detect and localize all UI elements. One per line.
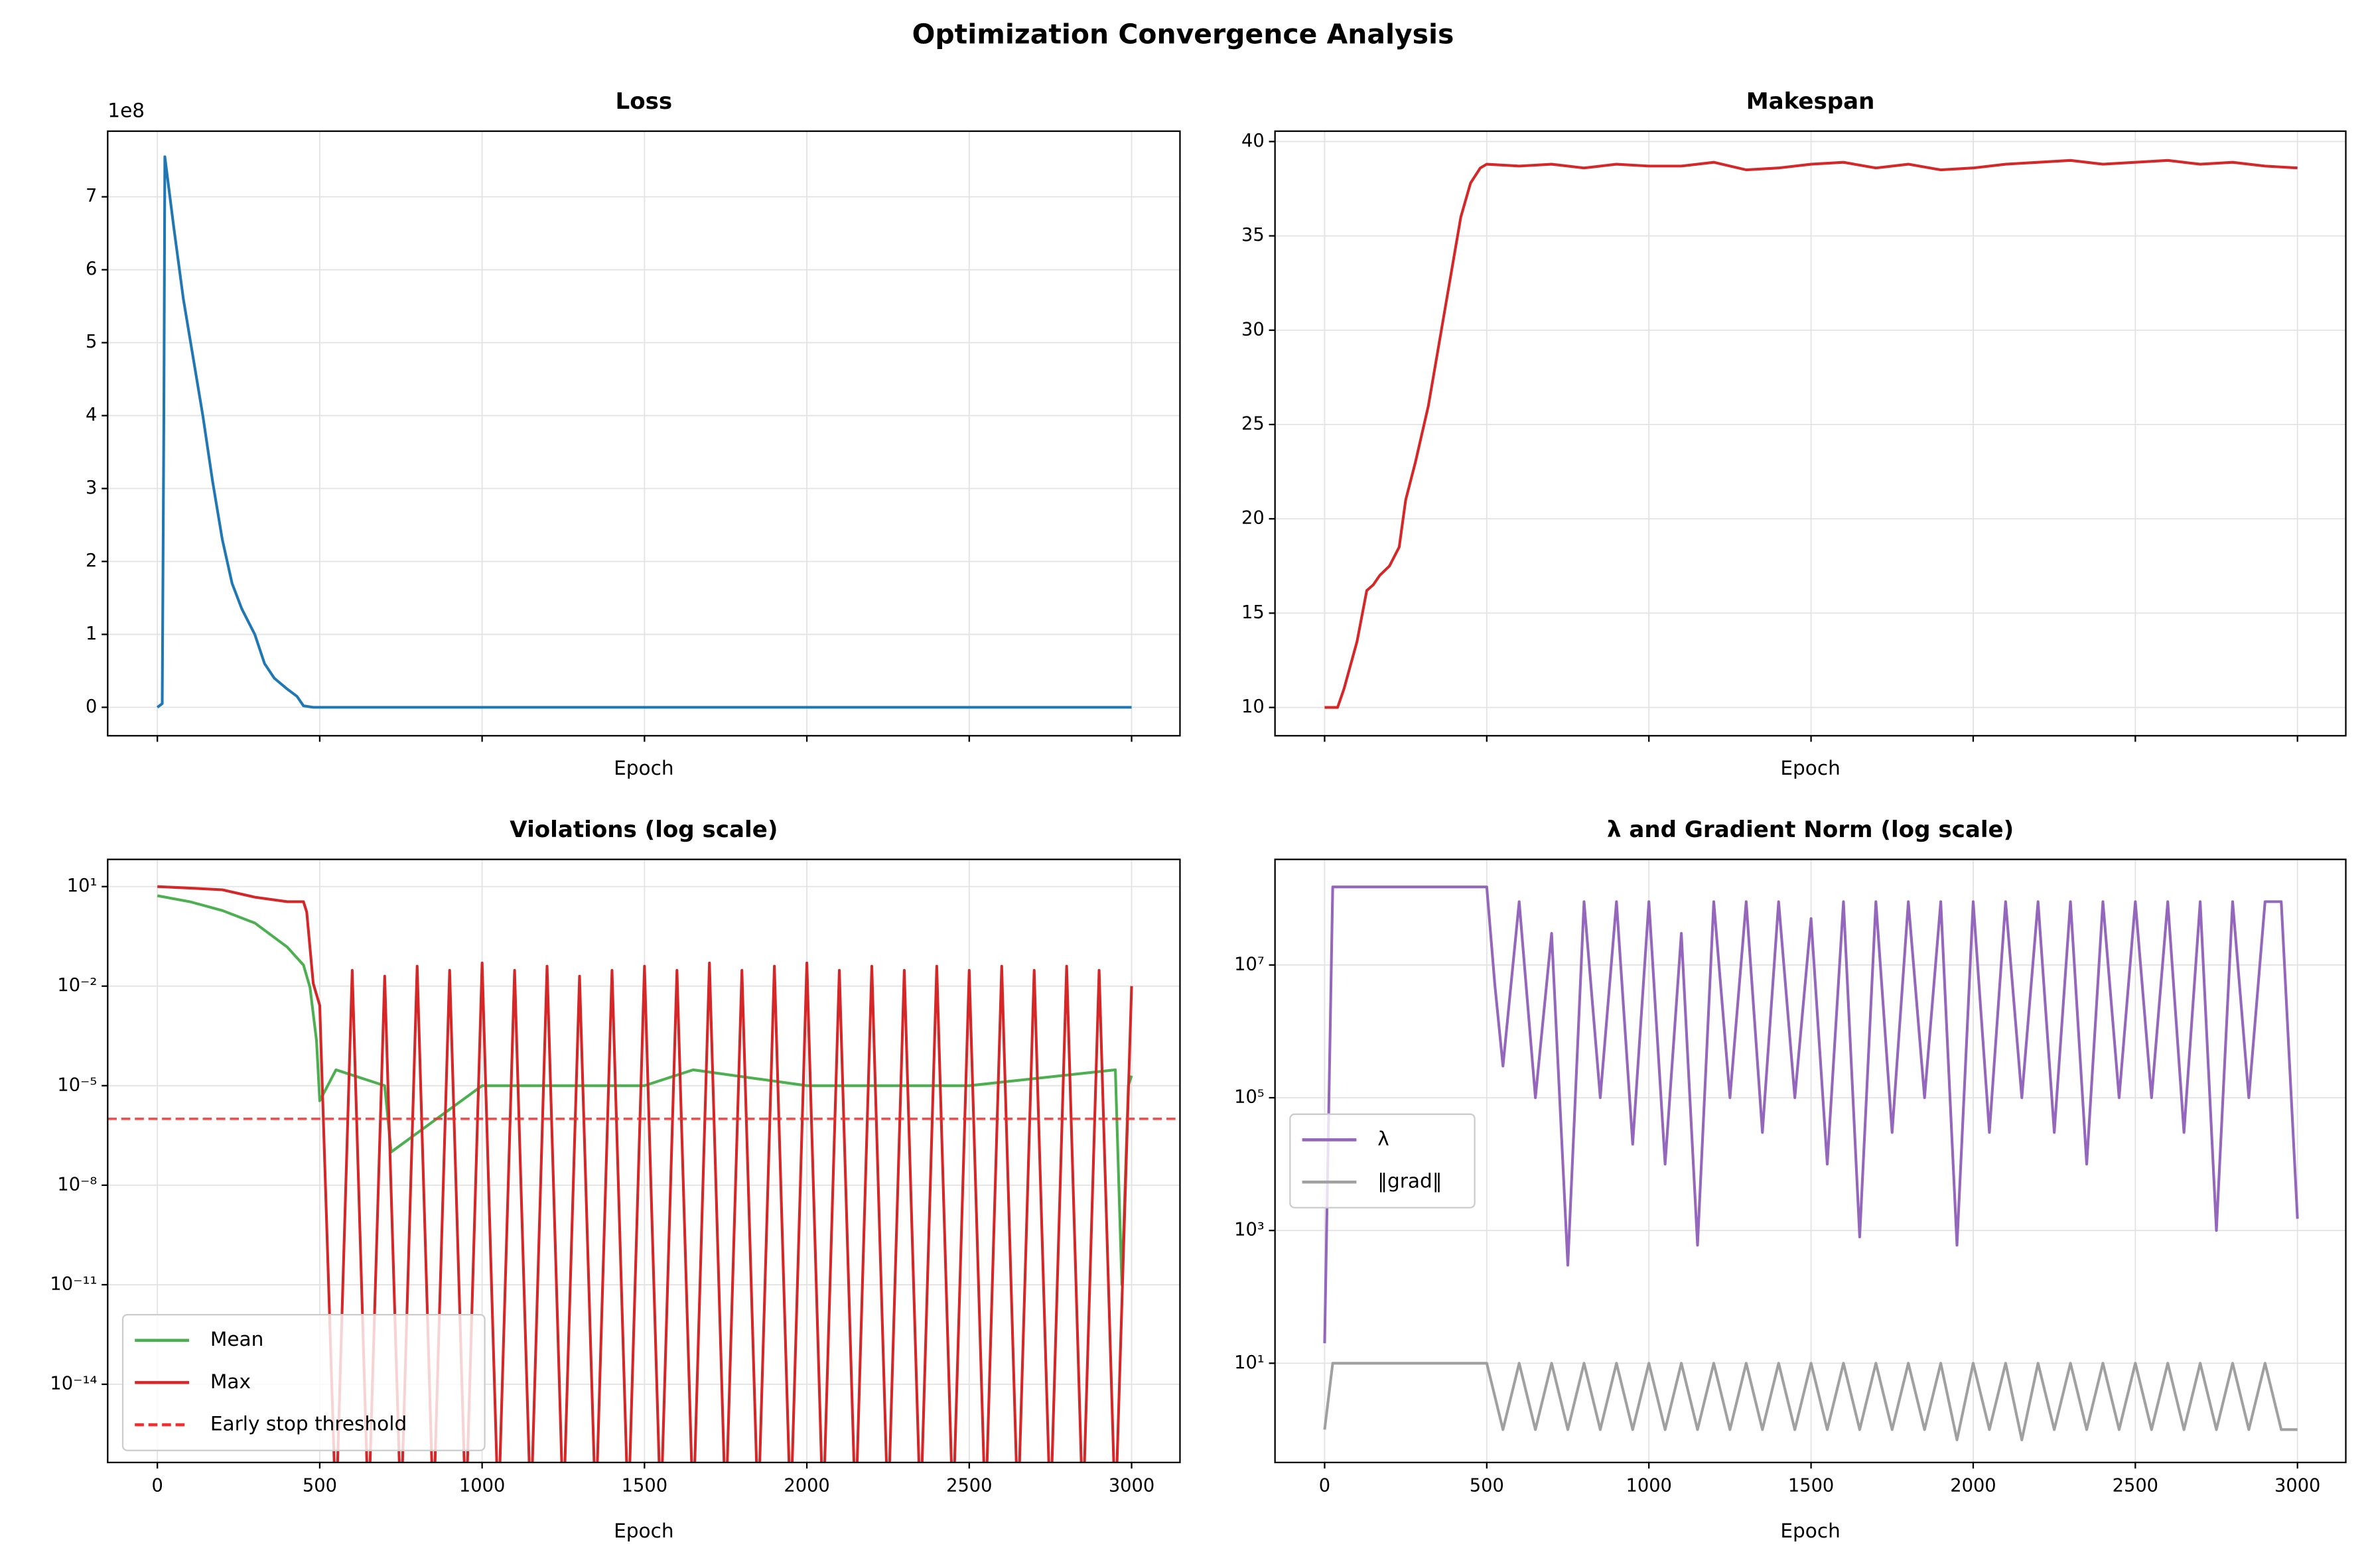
y-tick-label: 2 (86, 551, 97, 571)
y-tick-label: 10⁻⁵ (57, 1075, 97, 1095)
plot-area (1323, 885, 2299, 1441)
y-tick-label: 10³ (1234, 1220, 1265, 1240)
x-tick-label: 1000 (1626, 1476, 1672, 1496)
y-tick-label: 20 (1241, 508, 1265, 529)
y-tick-label: 10⁻¹⁴ (50, 1374, 97, 1394)
panel: Loss Epoch 1e8 0 1 2 3 4 5 6 7 (86, 88, 1181, 779)
legend-label: Early stop threshold (210, 1413, 407, 1435)
x-tick-label: 500 (1470, 1476, 1504, 1496)
y-tick-label: 1 (86, 623, 97, 644)
axes-frame (107, 130, 1181, 737)
y-tick-label: 30 (1241, 319, 1265, 340)
legend-box (1289, 1113, 1476, 1209)
x-tick-label: 0 (1319, 1476, 1330, 1496)
y-tick-label: 10⁷ (1234, 954, 1265, 974)
axes-frame (107, 858, 1181, 1464)
y-tick-label: 25 (1241, 414, 1265, 434)
series-line (157, 894, 1133, 1286)
x-tick-label: 2500 (946, 1476, 992, 1496)
y-tick-label: 10¹ (67, 876, 98, 896)
series-line (157, 885, 1133, 1463)
y-tick-label: 4 (86, 405, 97, 425)
x-tick-label: 2000 (1950, 1476, 1996, 1496)
x-tick-label: 3000 (2274, 1476, 2320, 1496)
plot-area (107, 885, 1180, 1463)
panel: Makespan Epoch 10 15 20 25 30 35 40 (1241, 88, 2347, 779)
axes-frame (1274, 130, 2347, 737)
axes-frame (1274, 858, 2347, 1464)
y-tick-label: 35 (1241, 225, 1265, 245)
series-line (1324, 159, 2298, 709)
y-offset-label: 1e8 (107, 99, 145, 122)
x-tick-label: 1000 (459, 1476, 505, 1496)
x-axis-label: Epoch (614, 1520, 673, 1542)
figure-title: Optimization Convergence Analysis (912, 19, 1454, 50)
legend-label: λ (1377, 1128, 1389, 1150)
panel-title: Loss (616, 88, 673, 115)
legend-box (121, 1313, 486, 1451)
series-line (1323, 885, 2299, 1344)
y-tick-label: 5 (86, 332, 97, 352)
x-tick-label: 1500 (1788, 1476, 1834, 1496)
legend: Mean Max Early stop threshold (121, 1313, 486, 1451)
panel: λ and Gradient Norm (log scale) Epoch 0 500… (1234, 817, 2347, 1542)
y-tick-label: 10 (1241, 696, 1265, 717)
x-tick-label: 2500 (2113, 1476, 2158, 1496)
y-tick-label: 10⁻¹¹ (50, 1274, 97, 1294)
panel: Violations (log scale) Epoch 0 500 1000 1500 2… (50, 817, 1181, 1542)
x-axis-label: Epoch (1780, 1520, 1840, 1542)
legend-label: Mean (210, 1328, 264, 1350)
panel-title: Makespan (1746, 88, 1875, 115)
y-tick-label: 10⁵ (1234, 1087, 1265, 1108)
legend: λ ‖grad‖ (1289, 1113, 1476, 1209)
legend-label: Max (210, 1370, 251, 1393)
x-axis-label: Epoch (614, 757, 673, 779)
x-tick-label: 2000 (784, 1476, 829, 1496)
plot-area (1324, 159, 2298, 709)
y-tick-label: 40 (1241, 131, 1265, 151)
y-tick-label: 10⁻⁸ (57, 1174, 97, 1195)
y-tick-label: 3 (86, 478, 97, 498)
series-line (156, 155, 1132, 709)
x-tick-label: 500 (303, 1476, 337, 1496)
y-tick-label: 15 (1241, 602, 1265, 623)
x-tick-label: 1500 (622, 1476, 667, 1496)
x-axis-label: Epoch (1780, 757, 1840, 779)
x-tick-label: 0 (152, 1476, 163, 1496)
y-tick-label: 7 (86, 186, 97, 206)
panel-title: Violations (log scale) (510, 817, 778, 843)
series-line (1323, 1362, 2298, 1441)
y-tick-label: 6 (86, 259, 97, 279)
y-tick-label: 10¹ (1234, 1352, 1265, 1373)
legend-label: ‖grad‖ (1377, 1170, 1442, 1193)
x-tick-label: 3000 (1109, 1476, 1154, 1496)
y-tick-label: 10⁻² (57, 975, 97, 996)
plot-area (156, 155, 1132, 709)
y-tick-label: 0 (86, 696, 97, 717)
panel-title: λ and Gradient Norm (log scale) (1607, 817, 2014, 843)
